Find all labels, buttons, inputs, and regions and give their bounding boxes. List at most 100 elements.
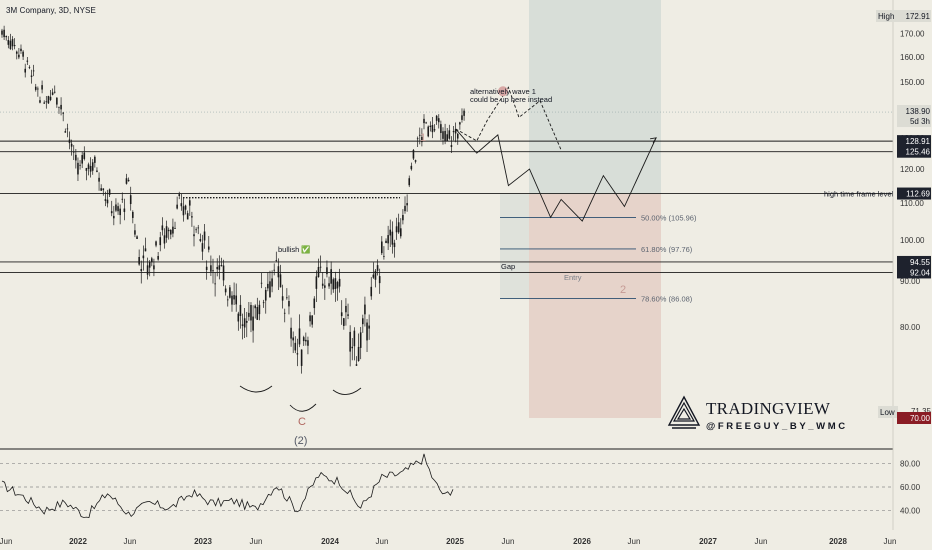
- candle[interactable]: [184, 205, 187, 210]
- candle[interactable]: [100, 188, 102, 191]
- candle[interactable]: [389, 229, 392, 236]
- candle[interactable]: [140, 268, 143, 272]
- candle[interactable]: [214, 283, 216, 285]
- candle[interactable]: [129, 195, 132, 205]
- candle[interactable]: [5, 35, 8, 38]
- candle[interactable]: [58, 106, 60, 108]
- candle[interactable]: [125, 178, 128, 184]
- candle[interactable]: [461, 115, 463, 120]
- candle[interactable]: [383, 255, 385, 257]
- candle[interactable]: [235, 295, 238, 305]
- candle[interactable]: [452, 131, 455, 133]
- candle[interactable]: [435, 115, 438, 121]
- candle[interactable]: [332, 279, 335, 290]
- candle[interactable]: [245, 320, 248, 323]
- candle[interactable]: [336, 282, 339, 289]
- candle[interactable]: [397, 222, 400, 233]
- candle[interactable]: [231, 295, 233, 305]
- candle[interactable]: [176, 204, 178, 209]
- candle[interactable]: [433, 129, 436, 131]
- candle[interactable]: [89, 165, 92, 172]
- candle[interactable]: [153, 265, 155, 270]
- candle[interactable]: [305, 339, 307, 342]
- candle[interactable]: [463, 110, 465, 116]
- candle[interactable]: [250, 305, 252, 321]
- candle[interactable]: [421, 136, 423, 143]
- candle[interactable]: [254, 305, 256, 309]
- candle[interactable]: [300, 349, 303, 366]
- candle[interactable]: [62, 112, 64, 114]
- candle[interactable]: [138, 257, 140, 265]
- candle[interactable]: [418, 134, 421, 136]
- candle[interactable]: [104, 199, 107, 201]
- candle[interactable]: [191, 216, 193, 218]
- candle[interactable]: [1, 30, 3, 35]
- candle[interactable]: [199, 239, 202, 242]
- candle[interactable]: [391, 231, 394, 245]
- candle[interactable]: [307, 340, 309, 346]
- candle[interactable]: [376, 265, 379, 271]
- candle[interactable]: [378, 276, 381, 284]
- candle[interactable]: [151, 258, 153, 263]
- candle[interactable]: [170, 229, 172, 235]
- candle[interactable]: [292, 337, 294, 341]
- candle[interactable]: [309, 315, 311, 322]
- candle[interactable]: [197, 227, 200, 229]
- candle[interactable]: [142, 255, 145, 259]
- candle[interactable]: [144, 248, 147, 252]
- candle[interactable]: [281, 296, 284, 301]
- candle[interactable]: [351, 346, 354, 349]
- candle[interactable]: [444, 130, 446, 141]
- candle[interactable]: [81, 155, 83, 164]
- candle[interactable]: [24, 68, 27, 73]
- candle[interactable]: [370, 286, 373, 297]
- candle[interactable]: [385, 240, 387, 244]
- candle[interactable]: [437, 118, 440, 123]
- candle[interactable]: [216, 266, 219, 270]
- candle[interactable]: [167, 229, 170, 232]
- candle[interactable]: [119, 208, 121, 216]
- candle[interactable]: [41, 85, 43, 90]
- candle[interactable]: [269, 281, 271, 298]
- candle[interactable]: [446, 134, 449, 142]
- candle[interactable]: [3, 29, 5, 38]
- candle[interactable]: [264, 289, 267, 301]
- candle[interactable]: [399, 228, 402, 237]
- candle[interactable]: [414, 160, 417, 162]
- candle[interactable]: [260, 282, 263, 284]
- candle[interactable]: [347, 314, 349, 316]
- candle[interactable]: [275, 260, 278, 261]
- candle[interactable]: [161, 225, 164, 231]
- candle[interactable]: [294, 342, 297, 351]
- candle[interactable]: [11, 39, 14, 47]
- candle[interactable]: [49, 96, 52, 100]
- candle[interactable]: [43, 102, 45, 104]
- candle[interactable]: [224, 288, 227, 293]
- candle[interactable]: [210, 265, 212, 272]
- candle[interactable]: [18, 54, 20, 58]
- candle[interactable]: [106, 199, 109, 204]
- candle[interactable]: [353, 330, 356, 347]
- projection-solid-path[interactable]: [455, 128, 657, 222]
- candle[interactable]: [180, 203, 183, 207]
- candle[interactable]: [28, 67, 31, 69]
- candle[interactable]: [381, 241, 383, 254]
- candle[interactable]: [328, 283, 330, 287]
- candle[interactable]: [222, 265, 225, 281]
- candle[interactable]: [311, 315, 313, 325]
- candle[interactable]: [15, 51, 18, 54]
- candle[interactable]: [94, 156, 96, 163]
- candle[interactable]: [296, 353, 299, 355]
- candle[interactable]: [45, 101, 48, 103]
- candle[interactable]: [423, 118, 425, 124]
- candle[interactable]: [288, 301, 290, 307]
- candle[interactable]: [326, 267, 328, 275]
- candle[interactable]: [241, 324, 244, 326]
- candle[interactable]: [412, 149, 415, 159]
- candle[interactable]: [155, 241, 157, 246]
- candle[interactable]: [340, 312, 343, 317]
- candle[interactable]: [157, 256, 159, 260]
- candle[interactable]: [148, 261, 151, 268]
- candle[interactable]: [252, 316, 254, 331]
